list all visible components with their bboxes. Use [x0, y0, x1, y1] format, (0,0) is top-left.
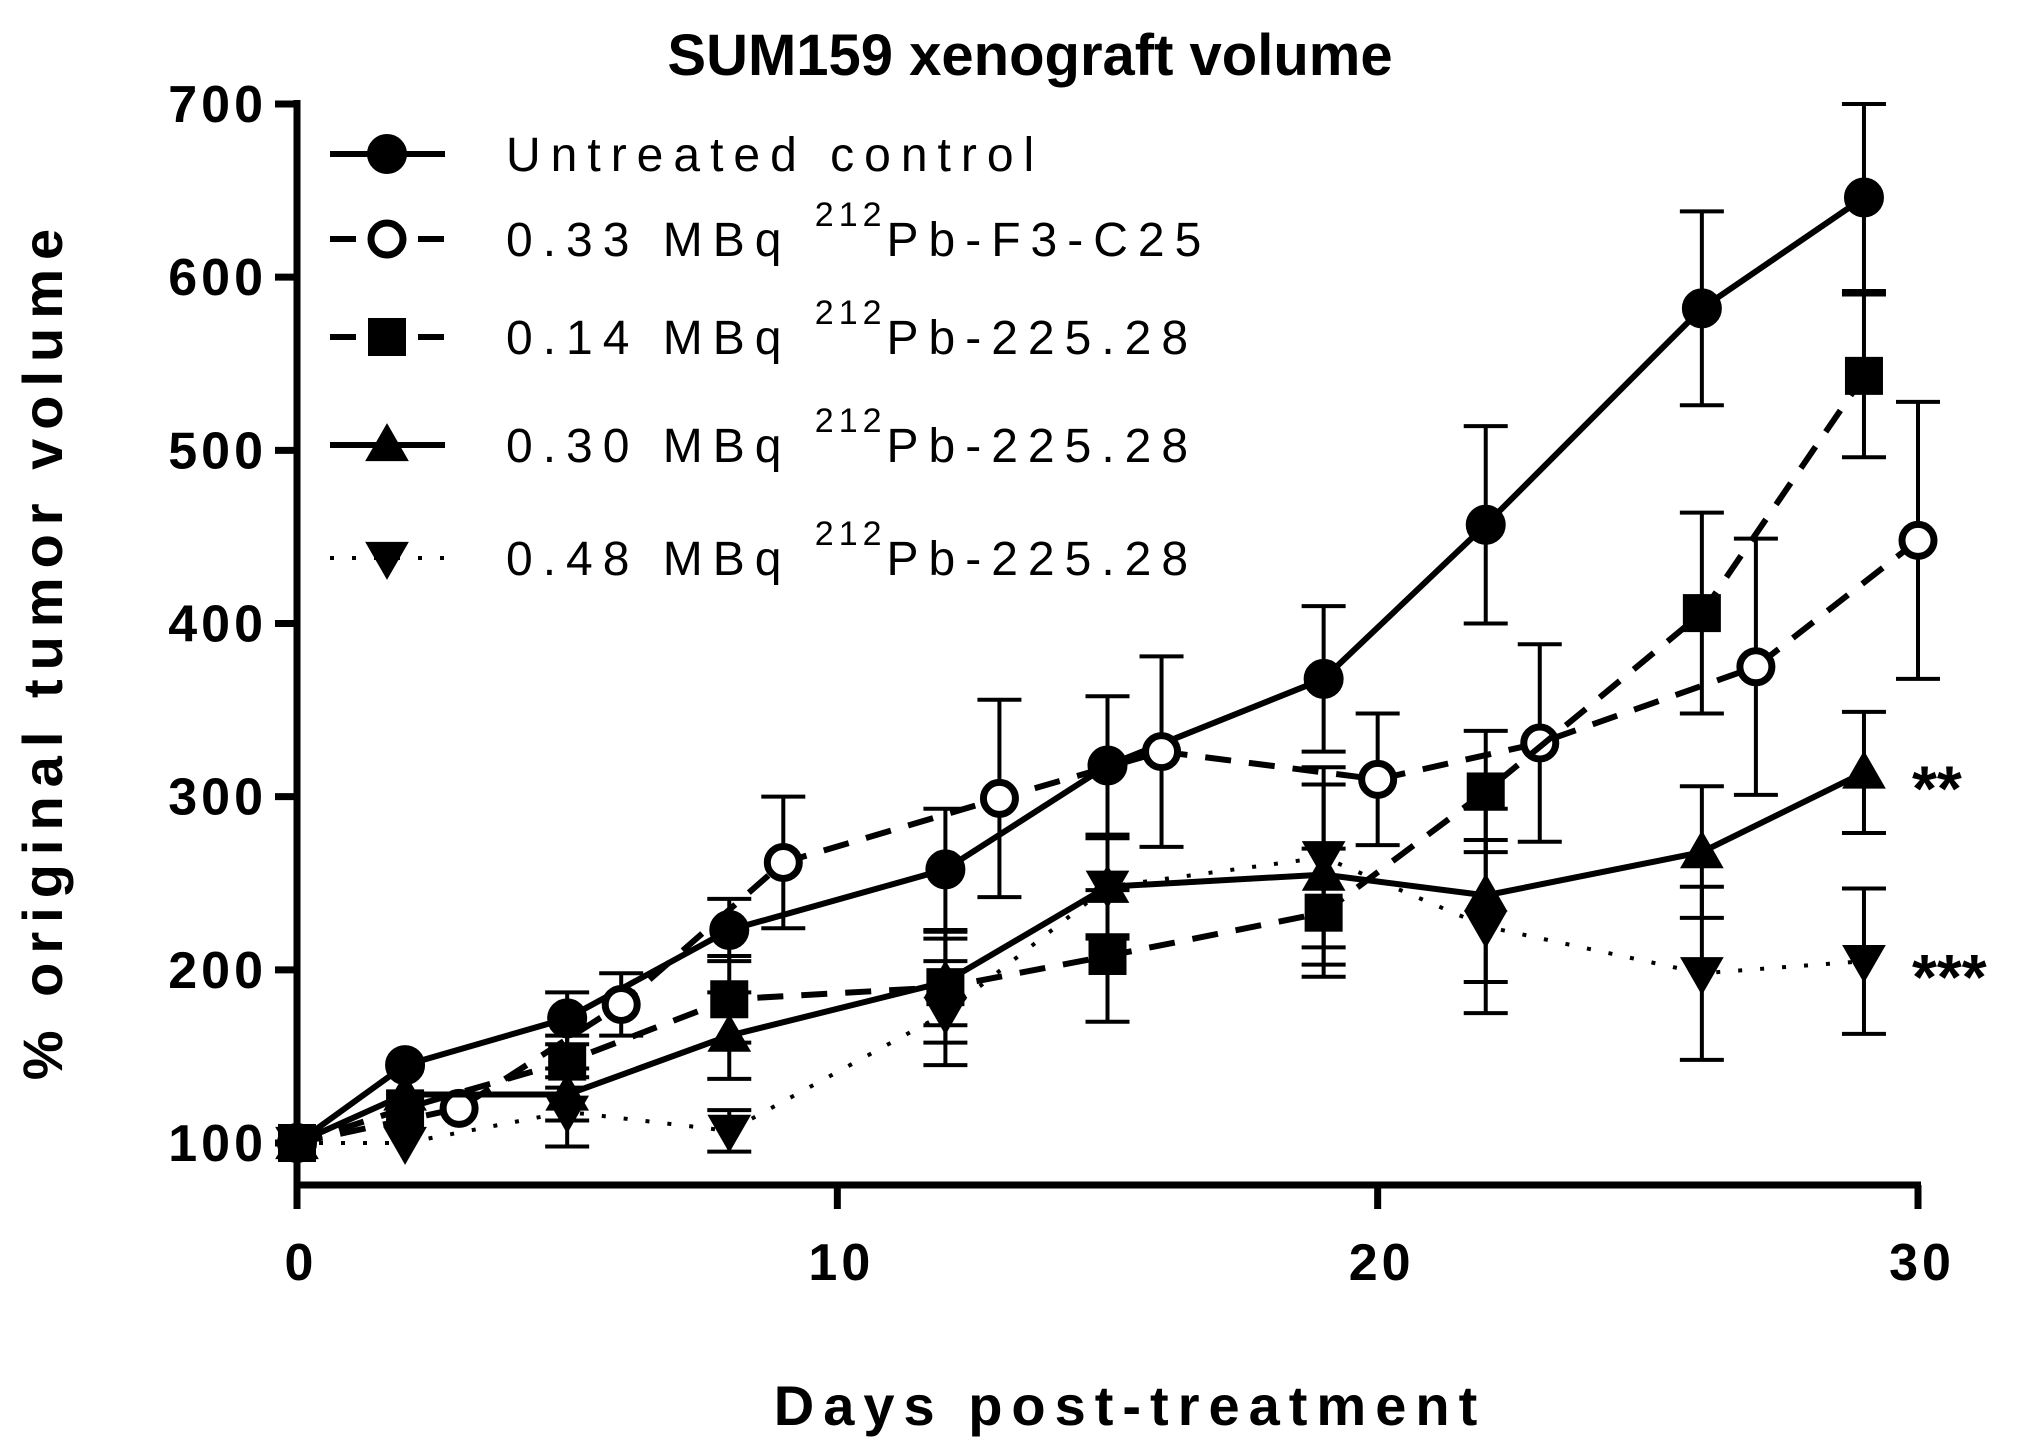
data-point: [383, 1126, 427, 1165]
data-point: [1736, 647, 1776, 687]
y-tick-label: 400: [168, 596, 267, 654]
data-point: [923, 996, 968, 1035]
significance-annotation: ***: [1912, 941, 1987, 1013]
data-point: [1358, 759, 1398, 799]
series-line: [295, 769, 1866, 1146]
series-3: [275, 709, 1886, 1160]
series-4: [275, 765, 1886, 1165]
data-point: [707, 1013, 752, 1052]
data-point: [709, 910, 750, 951]
data-point: [1465, 504, 1506, 545]
chart-title: SUM159 xenograft volume: [667, 23, 1392, 88]
data-point: [1301, 841, 1346, 880]
y-tick-label: 700: [168, 76, 267, 134]
data-point: [1844, 356, 1883, 395]
data-point: [1463, 910, 1508, 949]
y-tick-label: 300: [168, 769, 267, 827]
annotations: *****: [1912, 752, 1987, 1013]
x-tick-label: 30: [1889, 1234, 1955, 1292]
data-point: [383, 1072, 427, 1111]
data-point: [979, 778, 1019, 818]
series-2: [278, 292, 1886, 1162]
legend-item: 0.30 MBq 212Pb-225.28: [330, 402, 1198, 473]
y-tick-label: 500: [168, 422, 267, 480]
y-tick-label: 100: [168, 1115, 267, 1173]
data-point: [1303, 658, 1344, 699]
data-point: [1842, 750, 1886, 789]
data-point: [763, 842, 803, 882]
x-axis-label: Days post-treatment: [774, 1374, 1486, 1437]
x-tick-label: 10: [808, 1234, 874, 1292]
data-point: [1466, 772, 1505, 811]
data-point: [1681, 288, 1722, 329]
legend-marker: [365, 423, 409, 462]
data-point: [1842, 945, 1886, 984]
legend-item: 0.48 MBq 212Pb-225.28: [330, 515, 1198, 586]
legend-marker: [365, 541, 409, 580]
data-point: [1088, 936, 1127, 975]
data-point: [707, 1114, 752, 1153]
y-tick-label: 600: [168, 249, 267, 307]
legend-marker: [367, 134, 407, 174]
legend-label: Untreated control: [506, 129, 1044, 182]
series-layer: [275, 102, 1940, 1165]
series-line: [296, 374, 1867, 1146]
data-point: [545, 1095, 590, 1134]
data-point: [1142, 732, 1182, 772]
data-point: [1843, 177, 1884, 218]
series-1: [277, 399, 1940, 1163]
data-point: [601, 984, 641, 1024]
y-tick-label: 200: [168, 942, 267, 1000]
data-point: [1087, 745, 1128, 786]
series-line: [295, 195, 1866, 1146]
data-point: [275, 1126, 319, 1165]
data-point: [1085, 870, 1130, 909]
legend-label: 0.33 MBq 212Pb-F3-C25: [506, 196, 1211, 267]
data-point: [1680, 830, 1724, 869]
axes: 100 200 300 400 500 600 700 0 10 20 30: [168, 76, 1955, 1292]
legend-label: 0.14 MBq 212Pb-225.28: [506, 294, 1198, 365]
y-axis-label: % original tumor volume: [11, 220, 74, 1080]
significance-annotation: **: [1912, 752, 1962, 824]
data-point: [1682, 594, 1721, 633]
legend-marker: [368, 318, 406, 356]
legend-item: 0.33 MBq 212Pb-F3-C25: [330, 196, 1211, 267]
legend-label: 0.48 MBq 212Pb-225.28: [506, 515, 1198, 586]
data-point: [1520, 723, 1560, 763]
series-line: [296, 538, 1920, 1146]
legend-item: 0.14 MBq 212Pb-225.28: [330, 294, 1198, 365]
legend: Untreated control 0.33 MBq 212Pb-F3-C25 0.…: [330, 129, 1211, 586]
legend-marker: [367, 219, 407, 259]
data-point: [925, 849, 966, 890]
legend-item: Untreated control: [330, 129, 1044, 182]
x-tick-label: 20: [1349, 1234, 1415, 1292]
data-point: [1680, 957, 1724, 996]
legend-label: 0.30 MBq 212Pb-225.28: [506, 402, 1198, 473]
x-tick-label: 0: [285, 1234, 318, 1292]
data-point: [1898, 520, 1938, 560]
